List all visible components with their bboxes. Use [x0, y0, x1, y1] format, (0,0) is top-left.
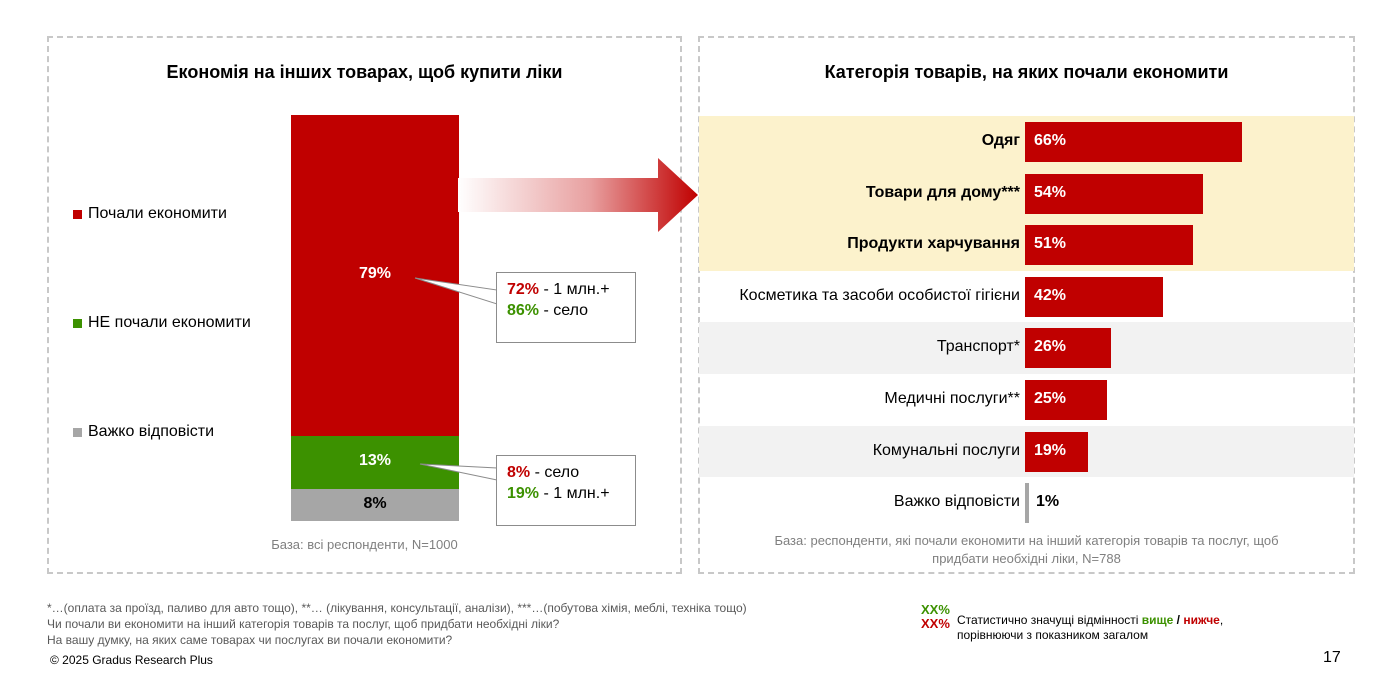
bar-data-label: 51%: [1034, 235, 1067, 253]
callout-line: 8% - село: [507, 464, 580, 481]
significance-mark-higher: XX%: [921, 602, 950, 617]
bar: [1025, 276, 1164, 317]
bar: [1025, 122, 1243, 162]
callout-line: 72% - 1 млн.+: [507, 281, 610, 298]
bar-data-label: 66%: [1034, 132, 1067, 149]
left-base-note: База: всі респонденти, N=1000: [271, 537, 458, 552]
footnote-line: *…(оплата за проїзд, паливо для авто тощ…: [47, 601, 747, 615]
right-base-note: База: респонденти, які почали економити …: [774, 533, 1279, 566]
bar-data-label: 1%: [1036, 493, 1060, 511]
bar: [1025, 483, 1029, 524]
legend-swatch-green: [73, 318, 82, 328]
left-chart-panel: Економія на інших товарах, щоб купити лі…: [47, 36, 682, 574]
category-label: Комунальні послуги: [872, 441, 1020, 459]
arrow-icon: [458, 158, 698, 232]
significance-markers: XX% XX%: [921, 603, 950, 631]
legend-swatch-red: [73, 209, 82, 219]
bar: [1025, 380, 1108, 420]
stacked-bar-segment-hard-to-say: [291, 488, 459, 521]
bar: [1025, 225, 1193, 266]
legend-label: Почали економити: [88, 205, 227, 222]
bar-data-label: 54%: [1034, 183, 1067, 201]
category-label: Медичні послуги**: [884, 390, 1020, 407]
bar-data-label: 26%: [1034, 338, 1067, 356]
segment-data-label: 8%: [363, 494, 387, 512]
bar: [1025, 173, 1203, 214]
significance-mark-lower: XX%: [921, 616, 950, 631]
stacked-bar-segment-started: [291, 115, 459, 436]
page-number: 17: [1323, 649, 1341, 666]
bar-data-label: 19%: [1034, 441, 1067, 459]
bar: [1025, 328, 1111, 369]
legend-item-not-started-saving: НЕ почали економити: [73, 314, 251, 332]
copyright: © 2025 Gradus Research Plus: [50, 653, 213, 667]
bar-data-label: 25%: [1034, 390, 1067, 407]
callout-line: 19% - 1 млн.+: [507, 485, 610, 502]
bar-data-label: 42%: [1034, 286, 1067, 304]
footnotes: *…(оплата за проїзд, паливо для авто тощ…: [47, 600, 747, 648]
callout-line: 86% - село: [507, 302, 589, 319]
category-label: Транспорт*: [936, 338, 1020, 356]
right-chart-title: Категорія товарів, на яких почали економ…: [824, 62, 1229, 82]
category-label: Товари для дому***: [865, 183, 1020, 201]
legend-swatch-gray: [73, 427, 82, 437]
callout-box-not-started: 8% - село 19% - 1 млн.+: [496, 455, 636, 526]
bar: [1025, 431, 1088, 472]
legend-label: Важко відповісти: [88, 423, 215, 440]
category-label: Продукти харчування: [847, 235, 1020, 253]
footnote-line: На вашу думку, на яких саме товарах чи п…: [47, 633, 453, 647]
right-chart-panel: Категорія товарів, на яких почали економ…: [698, 36, 1355, 574]
segment-data-label: 13%: [358, 452, 392, 470]
callout-box-started: 72% - 1 млн.+ 86% - село: [496, 272, 636, 343]
legend-item-started-saving: Почали економити: [73, 205, 227, 223]
footnote-line: Чи почали ви економити на інший категорі…: [47, 617, 560, 631]
category-label: Одяг: [981, 132, 1020, 149]
legend-item-hard-to-say: Важко відповісти: [73, 423, 214, 441]
category-label: Важко відповісти: [893, 493, 1020, 511]
legend-label: НЕ почали економити: [88, 314, 251, 331]
significance-legend-text: Статистично значущі відмінності вище / н…: [957, 613, 1224, 642]
segment-data-label: 79%: [358, 265, 392, 282]
category-label: Косметика та засоби особистої гігієни: [739, 286, 1020, 304]
left-chart-title: Економія на інших товарах, щоб купити лі…: [166, 62, 563, 82]
